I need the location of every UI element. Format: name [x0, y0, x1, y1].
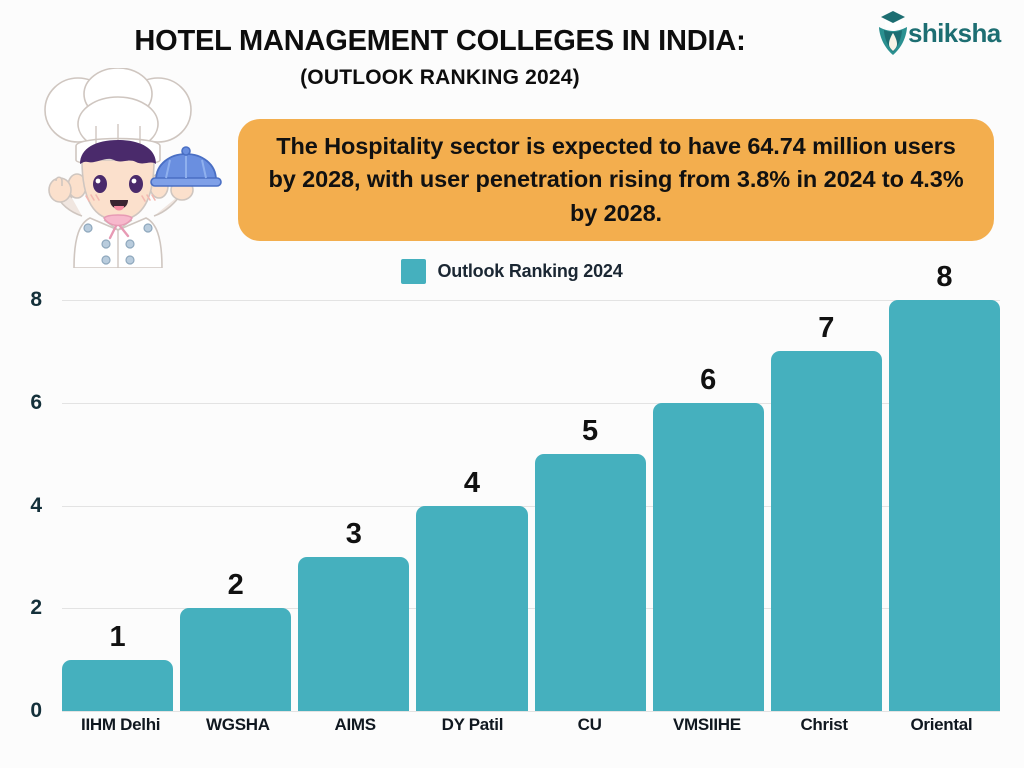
bar-column[interactable]: 3 [298, 300, 410, 711]
bar-chart: 0 2 4 6 8 1 2 3 4 5 6 7 8 IIHM Delhi WGSHA AIMS DY Pat… [0, 263, 1024, 768]
x-tick-label: WGSHA [206, 715, 270, 734]
x-tick-label: AIMS [334, 715, 376, 734]
graduation-cap-icon [879, 11, 907, 55]
gridline [62, 402, 1000, 404]
x-tick-label: VMSIIHE [672, 715, 741, 734]
y-tick-label: 2 [30, 596, 42, 620]
bar[interactable] [770, 351, 882, 711]
page-subtitle: (OUTLOOK RANKING 2024) [300, 66, 580, 90]
gridline [62, 608, 1000, 610]
highlight-callout: The Hospitality sector is expected to ha… [238, 119, 994, 241]
chart-legend: Outlook Ranking 2024 [0, 259, 1024, 284]
gridline [62, 300, 1000, 301]
bar[interactable] [888, 300, 1000, 711]
logo-text: shiksha [908, 17, 1001, 48]
bar-column[interactable]: 5 [534, 300, 646, 711]
bar-column[interactable]: 8 [888, 263, 1000, 711]
gridline [62, 711, 1000, 712]
gridline [62, 505, 1000, 507]
bar-column[interactable]: 1 [62, 300, 174, 711]
callout-text: The Hospitality sector is expected to ha… [268, 132, 964, 226]
bar-column[interactable]: 7 [770, 300, 882, 711]
bar-value-label: 5 [581, 415, 599, 448]
bar[interactable] [62, 659, 174, 711]
page-title: HOTEL MANAGEMENT COLLEGES IN INDIA: [134, 25, 746, 57]
bar-value-label: 1 [109, 620, 126, 653]
bar-value-label: 7 [818, 312, 835, 345]
y-tick-label: 6 [30, 390, 42, 414]
bar-value-label: 4 [463, 466, 480, 499]
bar-column[interactable]: 4 [416, 300, 528, 711]
bar-series: 1 2 3 4 5 6 7 8 [62, 263, 1000, 711]
x-tick-label: DY Patil [441, 715, 504, 734]
bar-value-label: 2 [227, 569, 244, 602]
bar[interactable] [298, 556, 410, 711]
gridlines [62, 300, 1000, 712]
shiksha-logo[interactable]: shiksha [876, 6, 1016, 60]
y-tick-label: 8 [30, 288, 42, 311]
y-axis: 0 2 4 6 8 [0, 288, 54, 722]
bar-column[interactable]: 6 [652, 300, 764, 711]
header: HOTEL MANAGEMENT COLLEGES IN INDIA: (OUT… [0, 0, 1024, 110]
y-tick-label: 0 [30, 699, 42, 722]
bar-value-label: 8 [936, 261, 953, 293]
bar[interactable] [416, 505, 528, 711]
x-axis: IIHM Delhi WGSHA AIMS DY Patil CU VMSIIHE Chri… [62, 715, 1000, 735]
x-tick-label: IIHM Delhi [81, 715, 161, 734]
chef-mascot [44, 68, 222, 268]
bar[interactable] [652, 402, 764, 711]
bar-value-label: 6 [700, 363, 717, 396]
legend-label-outlook-ranking: Outlook Ranking 2024 [437, 261, 623, 281]
x-tick-label: Oriental [910, 715, 973, 734]
bar-column[interactable]: 2 [180, 300, 292, 711]
bar[interactable] [180, 608, 292, 711]
y-tick-label: 4 [30, 493, 42, 517]
bar[interactable] [534, 454, 646, 711]
title-block: HOTEL MANAGEMENT COLLEGES IN INDIA: (OUT… [90, 25, 790, 90]
x-tick-label: Christ [800, 715, 848, 734]
plot-area: 1 2 3 4 5 6 7 8 [62, 263, 1000, 712]
x-tick-label: CU [577, 715, 602, 734]
bar-value-label: 3 [345, 517, 362, 550]
legend-swatch-outlook-ranking [401, 259, 427, 284]
